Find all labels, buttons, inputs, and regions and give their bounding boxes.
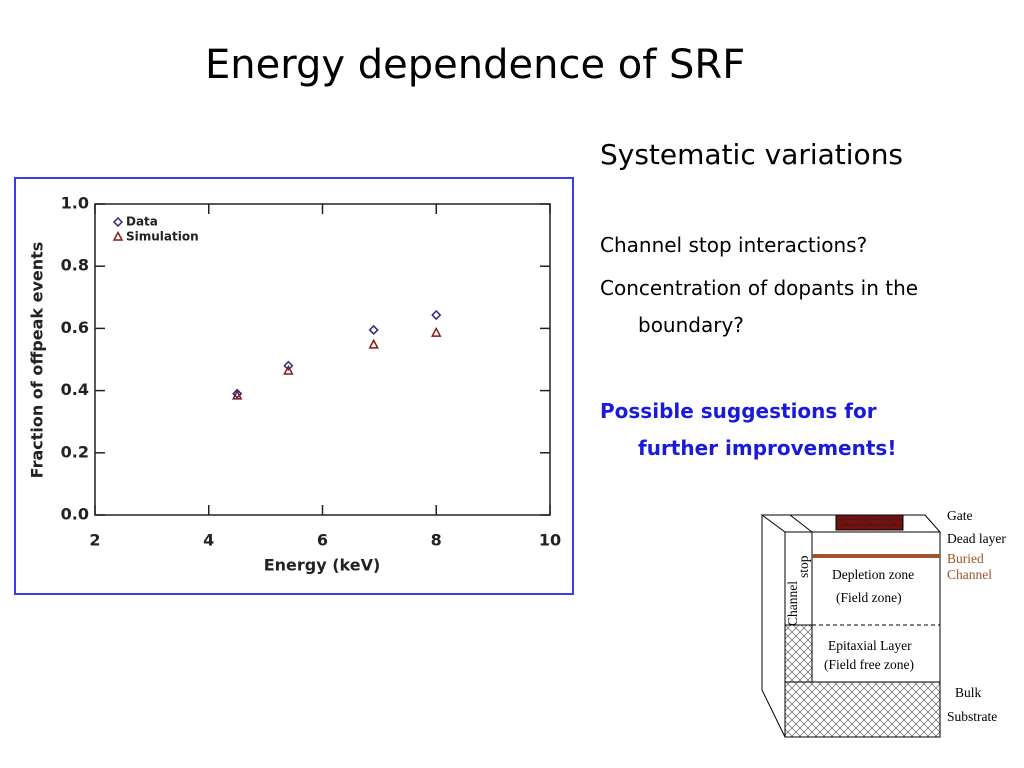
diagram: Gate Dead layer Buried Channel Channel s… — [760, 508, 1006, 738]
y-tick-label: 0.8 — [61, 256, 89, 275]
y-tick-label: 0.0 — [61, 505, 89, 524]
label-gate: Gate — [947, 508, 972, 523]
note-item: Concentration of dopants in the boundary… — [600, 276, 919, 337]
note-item: Channel stop interactions? — [600, 233, 868, 257]
chart: Energy (keV) Fraction of offpeak events … — [14, 177, 574, 595]
chart-frame — [14, 177, 574, 595]
y-axis-title: Fraction of offpeak events — [28, 242, 47, 479]
x-tick-label: 2 — [89, 531, 100, 550]
x-tick-label: 10 — [539, 531, 561, 550]
label-buried-channel: Channel — [947, 567, 992, 582]
data-point — [232, 388, 243, 399]
data-point — [283, 360, 294, 371]
y-tick-label: 1.0 — [61, 194, 89, 213]
legend-label: Data — [126, 215, 158, 229]
label-channel-stop: Channel — [785, 581, 800, 626]
note-highlight: Possible suggestions for further improve… — [600, 399, 897, 460]
data-point — [431, 326, 442, 337]
data-point — [368, 324, 379, 336]
device-sketch — [760, 514, 942, 738]
label-bulk: Bulk — [955, 685, 982, 700]
y-tick-label: 0.4 — [61, 380, 89, 399]
y-tick-label: 0.2 — [61, 442, 89, 461]
x-tick-label: 8 — [431, 531, 442, 550]
label-depletion: Depletion zone — [832, 567, 914, 582]
label-bulk: Substrate — [947, 709, 997, 724]
data-point — [431, 309, 442, 321]
notes-heading: Systematic variations — [600, 138, 904, 171]
data-point — [231, 389, 243, 400]
legend-marker — [112, 216, 124, 228]
label-buried-channel: Buried — [947, 551, 984, 566]
data-point — [283, 364, 294, 375]
label-dead-layer: Dead layer — [947, 531, 1006, 546]
label-epitaxial: (Field free zone) — [824, 657, 914, 672]
x-tick-label: 4 — [203, 531, 214, 550]
label-epitaxial: Epitaxial Layer — [828, 638, 912, 653]
x-axis-title: Energy (keV) — [264, 556, 381, 575]
legend-label: Simulation — [126, 230, 199, 244]
legend-marker — [112, 230, 124, 241]
y-tick-label: 0.6 — [61, 318, 89, 337]
slide-title: Energy dependence of SRF — [205, 42, 746, 88]
label-depletion: (Field zone) — [836, 590, 902, 605]
label-channel-stop: stop — [796, 555, 811, 578]
x-tick-label: 6 — [317, 531, 328, 550]
data-point — [368, 338, 379, 349]
